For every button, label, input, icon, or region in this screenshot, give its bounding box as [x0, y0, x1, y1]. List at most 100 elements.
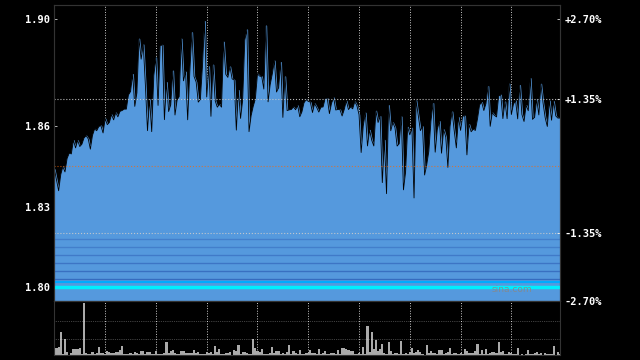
Bar [468, 354, 470, 355]
Bar [436, 354, 438, 355]
Bar [227, 352, 229, 355]
Bar [282, 354, 284, 355]
Bar [383, 353, 385, 355]
Bar [95, 353, 98, 355]
Bar [318, 349, 320, 355]
Bar [447, 352, 449, 355]
Bar [225, 353, 227, 355]
Bar [534, 354, 536, 355]
Bar [85, 353, 87, 355]
Bar [552, 346, 555, 355]
Bar [168, 353, 170, 355]
Bar [455, 354, 458, 355]
Bar [527, 350, 529, 355]
Bar [428, 353, 430, 355]
Bar [381, 344, 383, 355]
Bar [176, 354, 178, 355]
Bar [538, 354, 540, 355]
Bar [74, 349, 77, 355]
Bar [254, 348, 257, 355]
Bar [434, 354, 436, 355]
Bar [123, 354, 125, 355]
Bar [508, 352, 510, 355]
Bar [483, 354, 485, 355]
Bar [104, 354, 106, 355]
Bar [153, 354, 155, 355]
Bar [212, 354, 214, 355]
Bar [303, 354, 305, 355]
Bar [479, 354, 481, 355]
Bar [458, 354, 460, 355]
Bar [548, 354, 550, 355]
Bar [273, 353, 275, 355]
Bar [271, 347, 273, 355]
Bar [536, 352, 538, 355]
Bar [322, 353, 324, 355]
Bar [291, 354, 292, 355]
Bar [90, 354, 92, 355]
Bar [108, 352, 111, 355]
Bar [87, 354, 90, 355]
Bar [184, 353, 187, 355]
Bar [180, 351, 182, 355]
Bar [320, 354, 322, 355]
Bar [191, 353, 193, 355]
Bar [257, 351, 259, 355]
Bar [242, 352, 244, 355]
Bar [288, 346, 291, 355]
Bar [540, 353, 542, 355]
Bar [449, 348, 451, 355]
Bar [62, 354, 64, 355]
Bar [163, 353, 166, 355]
Bar [557, 352, 559, 355]
Bar [525, 354, 527, 355]
Bar [404, 353, 406, 355]
Bar [415, 352, 417, 355]
Bar [286, 352, 288, 355]
Bar [341, 348, 343, 355]
Bar [348, 350, 349, 355]
Bar [195, 354, 197, 355]
Bar [92, 352, 93, 355]
Bar [275, 351, 278, 355]
Bar [312, 353, 314, 355]
Bar [239, 354, 242, 355]
Bar [205, 352, 208, 355]
Bar [178, 354, 180, 355]
Bar [294, 353, 296, 355]
Bar [476, 345, 479, 355]
Bar [142, 351, 144, 355]
Bar [544, 353, 547, 355]
Bar [182, 351, 184, 355]
Bar [93, 354, 95, 355]
Bar [362, 347, 364, 355]
Bar [125, 354, 127, 355]
Bar [474, 351, 476, 355]
Bar [129, 352, 132, 355]
Bar [521, 354, 523, 355]
Bar [148, 352, 150, 355]
Bar [453, 353, 455, 355]
Bar [58, 347, 60, 355]
Bar [472, 353, 474, 355]
Bar [377, 351, 379, 355]
Bar [70, 353, 72, 355]
Bar [398, 354, 400, 355]
Bar [367, 326, 369, 355]
Bar [371, 332, 372, 355]
Bar [375, 340, 377, 355]
Bar [460, 353, 461, 355]
Bar [400, 341, 403, 355]
Bar [502, 351, 504, 355]
Bar [250, 354, 252, 355]
Bar [269, 353, 271, 355]
Bar [516, 348, 519, 355]
Bar [187, 353, 189, 355]
Bar [396, 353, 398, 355]
Bar [504, 354, 506, 355]
Bar [314, 353, 316, 355]
Bar [296, 354, 299, 355]
Bar [79, 348, 81, 355]
Bar [189, 353, 191, 355]
Bar [132, 354, 134, 355]
